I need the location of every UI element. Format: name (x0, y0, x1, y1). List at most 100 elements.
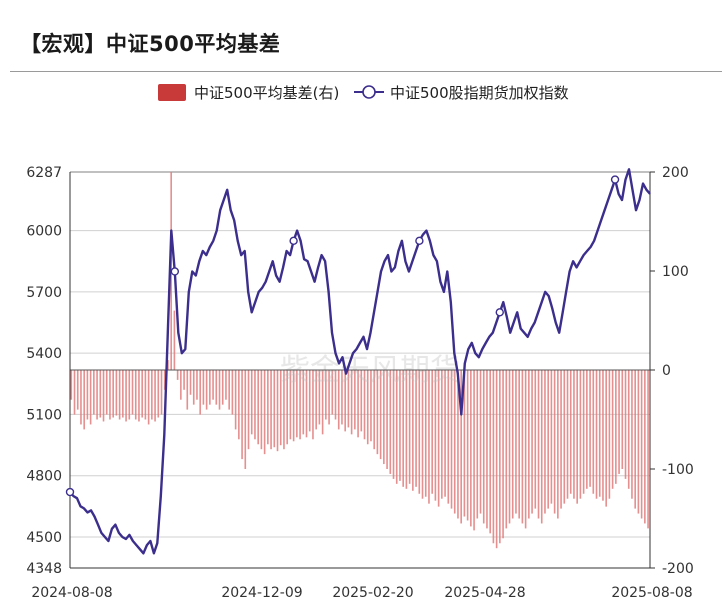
basis-bar (189, 370, 192, 395)
basis-bar (647, 370, 649, 529)
basis-bar (640, 370, 643, 519)
basis-bar (598, 370, 601, 497)
page-title: 【宏观】中证500平均基差 (20, 32, 281, 56)
index-marker (289, 236, 298, 246)
basis-bar (89, 370, 92, 425)
basis-bar (511, 370, 514, 519)
index-marker (415, 236, 424, 246)
basis-bar (134, 370, 137, 420)
basis-bar (441, 370, 443, 499)
basis-bar (476, 370, 479, 519)
basis-bar (563, 370, 566, 504)
basis-bar (283, 370, 285, 450)
index-marker (495, 308, 504, 317)
basis-bar (109, 370, 111, 420)
basis-bar (350, 370, 353, 435)
basis-bar (247, 370, 250, 450)
basis-bar (328, 370, 330, 425)
basis-bar (296, 370, 298, 438)
basis-bar (215, 370, 218, 405)
basis-bar (86, 370, 89, 420)
basis-bar (354, 370, 356, 430)
basis-bar (402, 370, 404, 487)
right-axis-tick-label: 100 (662, 264, 689, 280)
basis-bar (199, 370, 201, 415)
x-axis-tick-label: 2024-12-09 (221, 585, 302, 601)
basis-bar (141, 370, 143, 418)
basis-bar (553, 370, 556, 514)
basis-bar (122, 370, 124, 418)
basis-bar (93, 370, 95, 415)
basis-bar (228, 370, 230, 410)
basis-bar (299, 370, 301, 440)
legend-bar-swatch (158, 83, 186, 101)
left-axis-tick-label: 5700 (26, 285, 62, 301)
basis-bar (70, 370, 73, 400)
basis-bar (347, 370, 350, 428)
basis-bar (212, 370, 214, 400)
basis-bar (102, 370, 105, 422)
basis-bar (289, 370, 292, 440)
basis-bar (431, 370, 433, 494)
basis-bar (486, 370, 488, 529)
basis-bar (221, 370, 224, 405)
basis-bar (151, 370, 153, 420)
basis-bar (147, 370, 150, 425)
basis-bar (176, 370, 179, 380)
legend-item-basis[interactable]: 中证500平均基差(右) (158, 80, 339, 104)
basis-bar (608, 370, 611, 499)
basis-bar (202, 370, 205, 405)
basis-bar (450, 370, 453, 509)
basis-bar (557, 370, 559, 519)
basis-bar (499, 370, 501, 544)
basis-bar (180, 370, 182, 400)
basis-bar (357, 370, 359, 438)
basis-bar (334, 370, 337, 420)
basis-bar (383, 370, 385, 465)
basis-bar (418, 370, 421, 494)
basis-bar (463, 370, 466, 517)
basis-bar (257, 370, 259, 445)
basis-bar (424, 370, 427, 497)
basis-bar (457, 370, 459, 519)
basis-bar (131, 370, 134, 415)
basis-bar (80, 370, 82, 425)
basis-bar (157, 370, 160, 418)
basis-bar (627, 370, 630, 489)
left-axis-tick-label: 6000 (26, 224, 62, 240)
basis-bar (550, 370, 553, 504)
basis-bar (105, 370, 108, 415)
legend-item-index[interactable]: 中证500股指期货加权指数 (354, 80, 569, 104)
right-axis-tick-label: -100 (662, 462, 694, 478)
basis-bar (395, 370, 398, 484)
left-axis-tick-label: 4800 (26, 469, 62, 485)
basis-bar (505, 370, 508, 529)
basis-bar (305, 370, 308, 438)
basis-bar (263, 370, 266, 455)
basis-bar (470, 370, 472, 527)
basis-bar (331, 370, 334, 415)
basis-bar (589, 370, 591, 487)
basis-bar (386, 370, 388, 469)
basis-bar (415, 370, 417, 487)
basis-bar (634, 370, 636, 509)
basis-bar (586, 370, 588, 489)
basis-bar (644, 370, 646, 524)
basis-bar (615, 370, 617, 484)
basis-bar (537, 370, 540, 519)
basis-bar (315, 370, 317, 430)
basis-bar (244, 370, 247, 469)
basis-bar (83, 370, 85, 430)
basis-bar (225, 370, 227, 400)
basis-bar (560, 370, 562, 509)
basis-bar (524, 370, 527, 529)
basis-bar (325, 370, 327, 420)
basis-bar (582, 370, 585, 494)
basis-bar (447, 370, 450, 504)
basis-bar (360, 370, 363, 432)
basis-bar (231, 370, 234, 415)
basis-bar (508, 370, 511, 524)
basis-bar (515, 370, 517, 514)
basis-bar (125, 370, 127, 422)
